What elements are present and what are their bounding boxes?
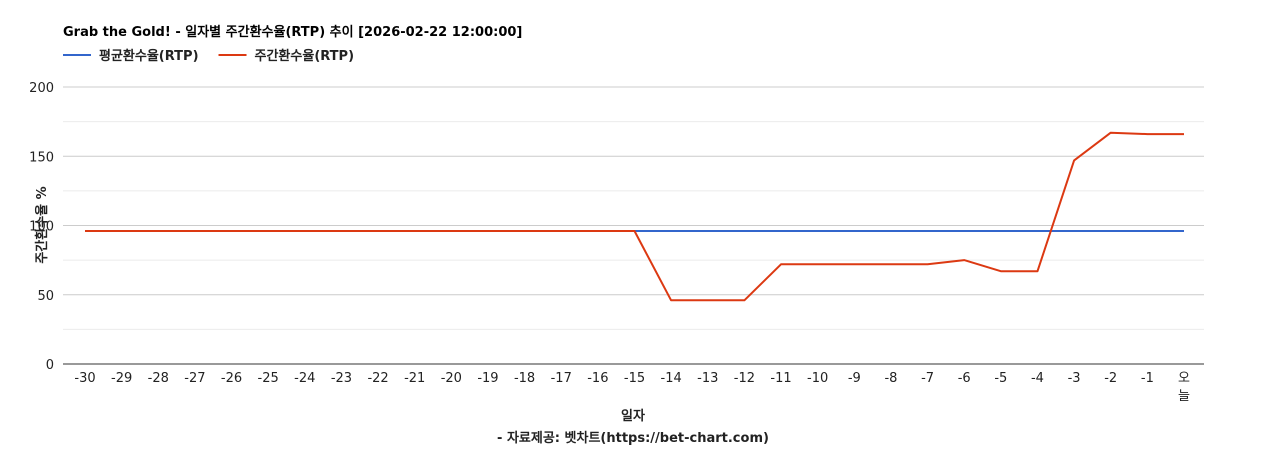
source-note: - 자료제공: 벳차트(https://bet-chart.com) [497,430,769,446]
x-axis-ticks: -30 -29 -28 -27 -26 -25 -24 -23 -22 -21 -20 -19 -18 -… [74,371,1190,404]
series-line-2 [85,131,1184,302]
y-tick-label: 50 [37,289,54,304]
legend-label-2: 주간환수율(RTP) [255,48,355,64]
x-tick-label: -24 [294,371,315,386]
x-tick-label: -18 [514,371,535,386]
gridlines [63,86,1204,330]
x-tick-label: -14 [661,371,682,386]
x-tick-label: -21 [404,371,425,386]
x-tick-label: -9 [848,371,861,386]
x-tick-label: -23 [331,371,352,386]
x-tick-label: -15 [624,371,645,386]
x-tick-label: -13 [697,371,718,386]
x-tick-label: -25 [258,371,279,386]
x-tick-label: -8 [884,371,897,386]
x-tick-label: -29 [111,371,132,386]
x-tick-label: -10 [807,371,828,386]
x-axis-title: 일자 [621,409,645,424]
y-tick-label: 150 [29,150,54,165]
y-tick-label: 200 [29,81,54,96]
x-tick-label: -26 [221,371,242,386]
legend-label-1: 평균환수율(RTP) [99,48,199,64]
legend: 평균환수율(RTP) 주간환수율(RTP) [63,48,354,64]
x-tick-label: -3 [1068,371,1081,386]
x-tick-label: -19 [477,371,498,386]
x-tick-label: -1 [1141,371,1154,386]
x-tick-label: -12 [734,371,755,386]
x-tick-label: -5 [994,371,1007,386]
series-layer [85,131,1184,302]
y-tick-label: 0 [46,358,54,373]
chart-title: Grab the Gold! - 일자별 주간환수율(RTP) 추이 [2026… [63,24,522,40]
x-tick-label: -16 [587,371,608,386]
x-tick-label: -2 [1104,371,1117,386]
x-tick-label: -30 [74,371,95,386]
y-tick-label: 100 [29,220,54,235]
y-axis-ticks: 0 50 100 150 200 [29,81,54,373]
x-tick-label: -4 [1031,371,1044,386]
x-tick-label: -28 [148,371,169,386]
x-tick-label: -11 [770,371,791,386]
x-tick-label: -22 [367,371,388,386]
x-tick-label: -27 [184,371,205,386]
x-tick-label: -6 [958,371,971,386]
y-axis-title: 주간환수율 % [34,186,50,263]
x-tick-label: -7 [921,371,934,386]
x-tick-label: -17 [551,371,572,386]
x-tick-label: -20 [441,371,462,386]
